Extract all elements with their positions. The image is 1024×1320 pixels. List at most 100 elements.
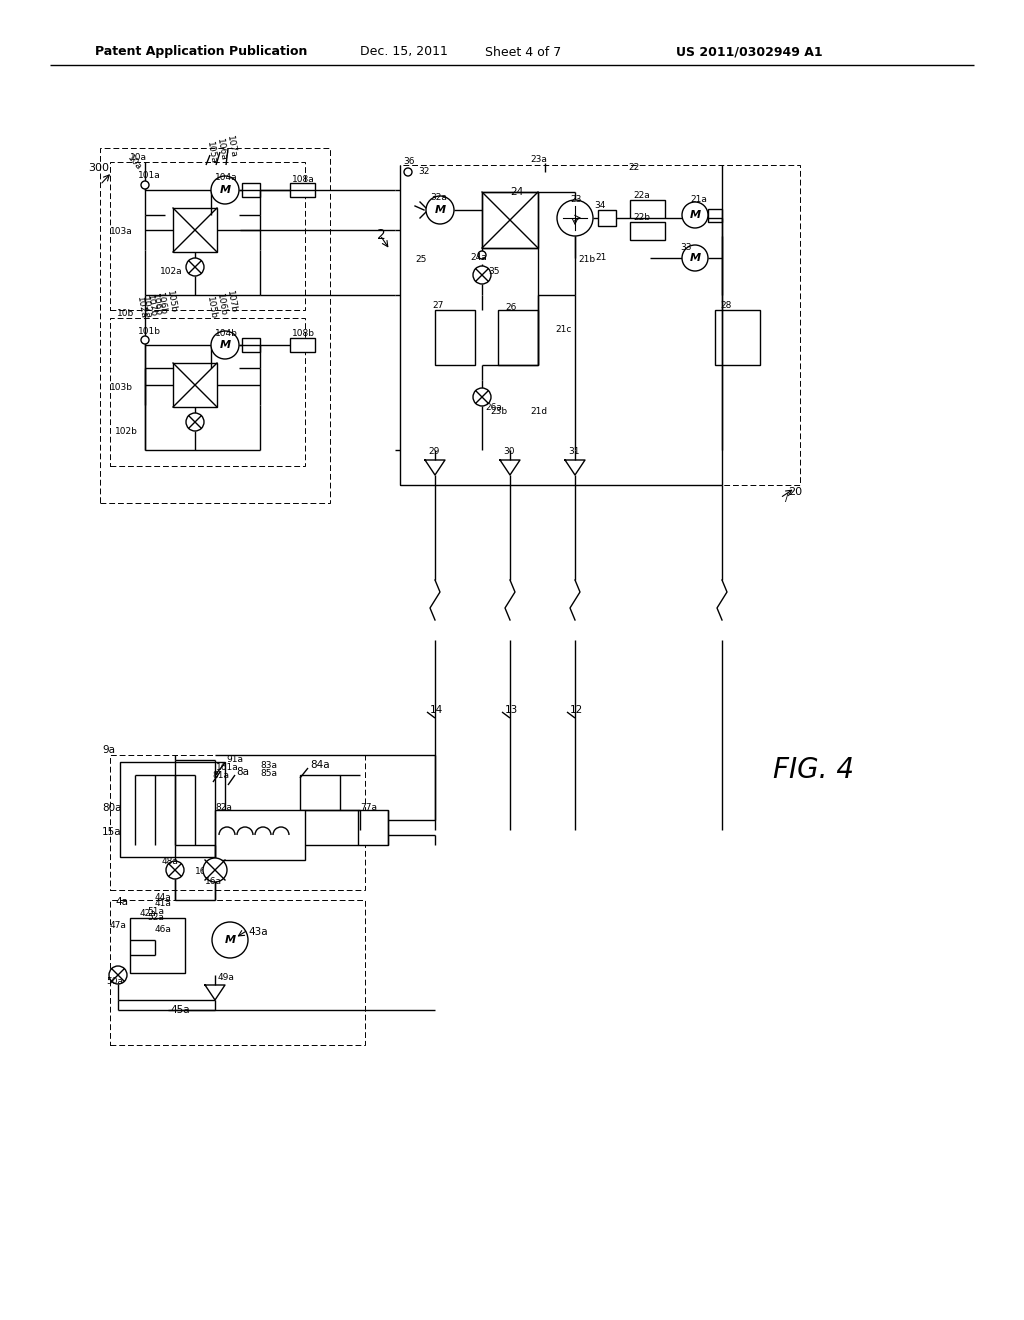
Text: 23b: 23b: [490, 408, 507, 417]
Text: 27: 27: [432, 301, 443, 310]
Text: M: M: [224, 935, 236, 945]
Text: 34: 34: [594, 202, 605, 210]
Circle shape: [186, 413, 204, 432]
Text: 35: 35: [488, 268, 500, 276]
Text: 52a: 52a: [147, 913, 164, 923]
Text: 42a: 42a: [140, 909, 157, 919]
Text: 101a: 101a: [138, 172, 161, 181]
Circle shape: [473, 388, 490, 407]
Bar: [300, 775, 340, 810]
Bar: [215, 810, 305, 861]
Bar: [130, 917, 185, 973]
Text: 49a: 49a: [218, 974, 234, 982]
Text: 106b: 106b: [215, 293, 228, 317]
Text: 22a: 22a: [633, 191, 650, 201]
Text: 102a: 102a: [160, 268, 182, 276]
Text: 29: 29: [428, 447, 439, 457]
Circle shape: [141, 337, 150, 345]
Text: 26: 26: [505, 302, 516, 312]
Text: 43a: 43a: [248, 927, 267, 937]
Bar: [630, 222, 665, 240]
Text: 46a: 46a: [155, 925, 172, 935]
Circle shape: [109, 966, 127, 983]
Text: 77a: 77a: [360, 803, 377, 812]
Text: 2: 2: [377, 228, 386, 242]
Text: 85a: 85a: [260, 768, 278, 777]
Text: 105b: 105b: [165, 290, 178, 314]
Text: 23a: 23a: [530, 156, 547, 165]
Text: Dec. 15, 2011: Dec. 15, 2011: [360, 45, 447, 58]
Text: 24a: 24a: [470, 252, 486, 261]
Text: /: /: [785, 492, 788, 503]
Text: 106a: 106a: [215, 139, 227, 162]
Bar: [242, 338, 260, 352]
Text: 23: 23: [570, 195, 582, 205]
Bar: [498, 310, 538, 366]
Text: 13: 13: [505, 705, 518, 715]
Text: 104b: 104b: [215, 329, 238, 338]
Text: 83a: 83a: [260, 760, 278, 770]
Text: 80a: 80a: [102, 803, 122, 813]
Bar: [482, 191, 538, 248]
Bar: [630, 201, 665, 218]
Circle shape: [166, 861, 184, 879]
Text: 24: 24: [510, 187, 523, 197]
Text: 16a: 16a: [205, 878, 222, 887]
Text: 108b: 108b: [292, 330, 315, 338]
Text: 22b: 22b: [633, 214, 650, 223]
Circle shape: [203, 858, 227, 882]
Text: M: M: [219, 185, 230, 195]
Text: 105b: 105b: [205, 296, 218, 321]
Text: FIG. 4: FIG. 4: [773, 756, 854, 784]
Text: 21a: 21a: [690, 195, 707, 205]
Text: 102b: 102b: [115, 428, 138, 437]
Text: 91a: 91a: [226, 755, 243, 764]
Text: 14: 14: [430, 705, 443, 715]
Text: 21c: 21c: [555, 326, 571, 334]
Text: M: M: [689, 210, 700, 220]
Bar: [290, 338, 315, 352]
Bar: [708, 209, 722, 222]
Circle shape: [557, 201, 593, 236]
Bar: [358, 810, 388, 845]
Bar: [110, 318, 305, 466]
Text: 26a: 26a: [485, 403, 502, 412]
Bar: [110, 162, 305, 310]
Circle shape: [404, 168, 412, 176]
Text: 82a: 82a: [215, 803, 231, 812]
Text: 10a: 10a: [125, 153, 142, 173]
Text: 107b: 107b: [225, 290, 238, 314]
Text: 9a: 9a: [102, 744, 115, 755]
Circle shape: [478, 251, 486, 259]
Circle shape: [682, 246, 708, 271]
Bar: [242, 183, 260, 197]
Text: 104a: 104a: [215, 173, 238, 182]
Bar: [400, 165, 800, 484]
Text: 106b: 106b: [150, 293, 163, 317]
Text: 25: 25: [415, 256, 426, 264]
Bar: [110, 900, 365, 1045]
Text: 107a: 107a: [225, 135, 238, 158]
Circle shape: [141, 181, 150, 189]
Text: 41a: 41a: [155, 899, 172, 908]
Circle shape: [186, 257, 204, 276]
Circle shape: [426, 195, 454, 224]
Text: 22: 22: [628, 164, 639, 173]
Text: 44a: 44a: [155, 892, 172, 902]
Bar: [715, 310, 760, 366]
Text: 8a: 8a: [236, 767, 249, 777]
Text: 21: 21: [595, 253, 606, 263]
Text: 48a: 48a: [162, 858, 179, 866]
Text: 101b: 101b: [138, 327, 161, 337]
Text: 51a: 51a: [147, 907, 164, 916]
Text: 32: 32: [418, 168, 429, 177]
Text: 12: 12: [570, 705, 584, 715]
Text: 300: 300: [88, 162, 109, 173]
Circle shape: [473, 267, 490, 284]
Circle shape: [211, 331, 239, 359]
Bar: [598, 210, 616, 226]
Text: 21b: 21b: [578, 256, 595, 264]
Text: M: M: [689, 253, 700, 263]
Text: 102a: 102a: [135, 296, 147, 319]
Text: 105a: 105a: [205, 141, 218, 165]
